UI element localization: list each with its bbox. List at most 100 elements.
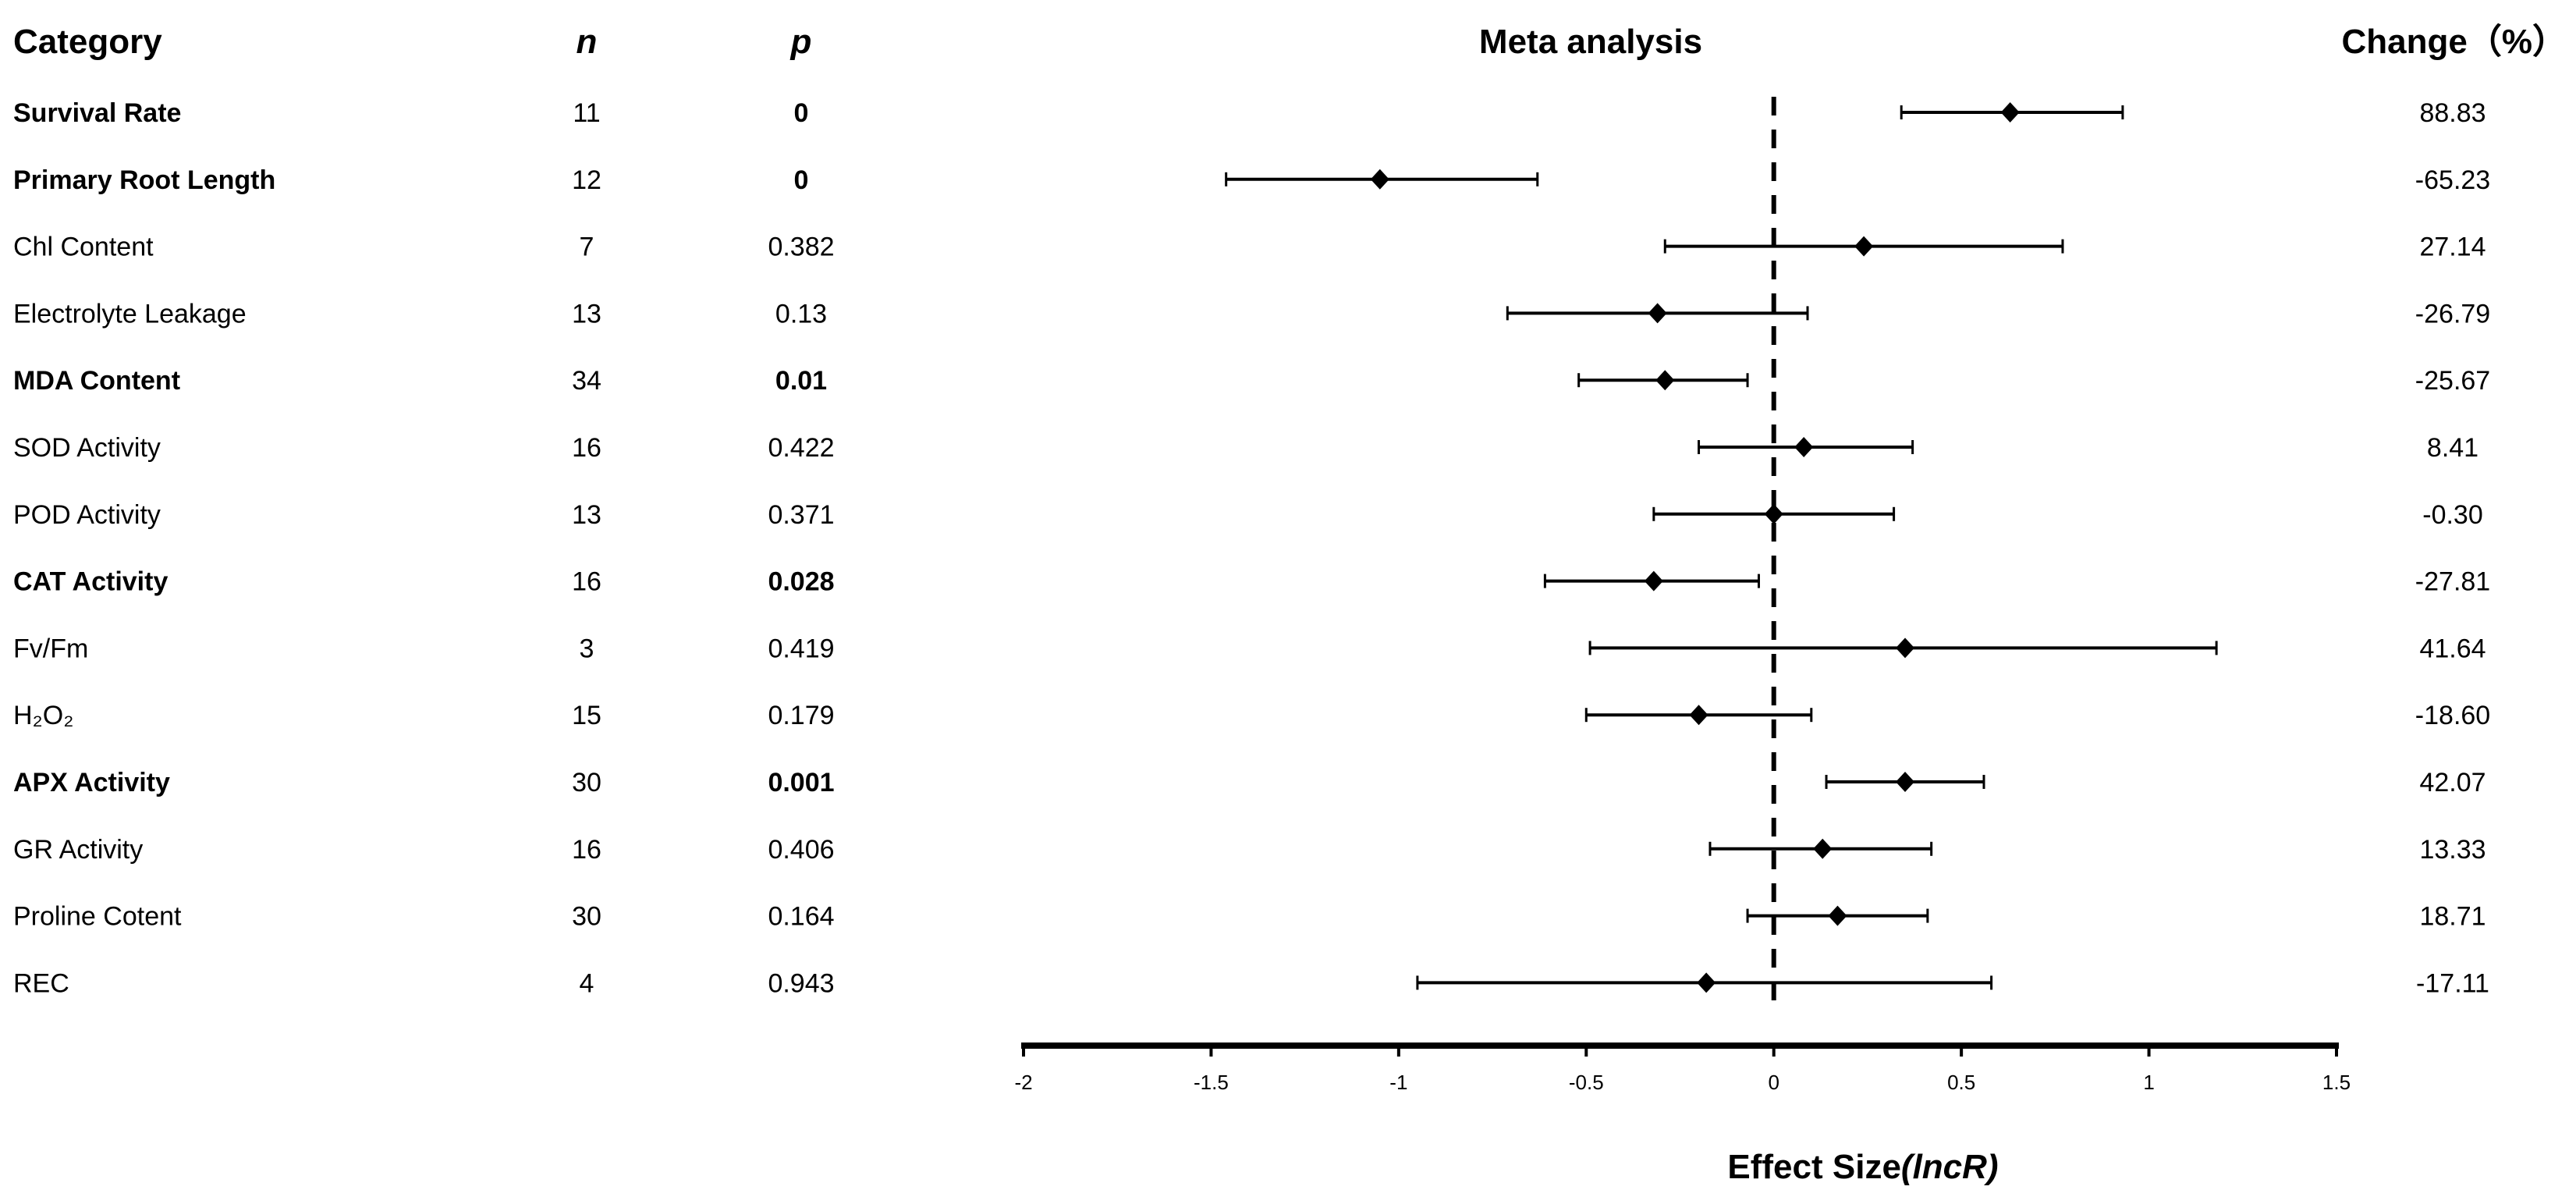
x-tick-label: -0.5 <box>1569 1071 1604 1094</box>
x-tick-label: 0 <box>1768 1071 1779 1094</box>
row: H₂O₂ 15 0.179 -18.60 <box>13 701 2490 730</box>
effect-size-point <box>1644 570 1663 591</box>
row-p: 0 <box>794 98 809 128</box>
row-category: CAT Activity <box>13 567 168 597</box>
row-p: 0.419 <box>768 634 834 663</box>
row-p: 0.01 <box>775 366 827 396</box>
x-axis-label: Effect Size(lncR) <box>1727 1148 1998 1186</box>
row-category: MDA Content <box>13 366 180 396</box>
row-p: 0.943 <box>768 968 834 998</box>
row-change: -26.79 <box>2415 299 2490 329</box>
row: SOD Activity 16 0.422 8.41 <box>13 433 2478 463</box>
row-n: 15 <box>572 701 601 730</box>
row-n: 13 <box>572 299 601 329</box>
row-category: Electrolyte Leakage <box>13 299 247 329</box>
x-axis-label-main: Effect Size <box>1727 1148 1901 1186</box>
row-change: -0.30 <box>2422 500 2483 530</box>
row-p: 0.179 <box>768 701 834 730</box>
row-n: 11 <box>573 98 600 128</box>
row-category: APX Activity <box>13 768 170 797</box>
x-axis-label-unit: (lncR) <box>1901 1148 1999 1186</box>
effect-size-point <box>2000 102 2020 123</box>
row-p: 0.13 <box>775 299 827 329</box>
row: REC 4 0.943 -17.11 <box>13 968 2489 998</box>
x-tick-label: 1.5 <box>2322 1071 2351 1094</box>
row-change: -27.81 <box>2415 567 2490 597</box>
header-change: Change（%） <box>2342 23 2567 61</box>
effect-size-point <box>1697 972 1716 993</box>
row: Chl Content 7 0.382 27.14 <box>13 233 2486 262</box>
row-change: -65.23 <box>2415 165 2490 195</box>
row-n: 7 <box>580 233 594 262</box>
row-p: 0 <box>794 165 809 195</box>
row: Electrolyte Leakage 13 0.13 -26.79 <box>13 299 2490 329</box>
chart-title: Meta analysis <box>1479 23 1702 61</box>
row: Survival Rate 11 0 88.83 <box>13 98 2486 128</box>
x-tick-label: 0.5 <box>1947 1071 1975 1094</box>
row-n: 30 <box>572 768 601 797</box>
row-p: 0.422 <box>768 433 834 463</box>
effect-size-point <box>1655 370 1675 391</box>
row: GR Activity 16 0.406 13.33 <box>13 835 2486 865</box>
header-n: n <box>577 23 598 61</box>
x-tick-label: 1 <box>2143 1071 2154 1094</box>
row-n: 3 <box>580 634 594 663</box>
row-n: 34 <box>572 366 601 396</box>
row: CAT Activity 16 0.028 -27.81 <box>13 567 2490 597</box>
row-n: 16 <box>572 433 601 463</box>
header-category: Category <box>13 23 162 61</box>
row-category: Chl Content <box>13 233 154 262</box>
row: Proline Cotent 30 0.164 18.71 <box>13 902 2486 932</box>
row-change: 27.14 <box>2419 233 2486 262</box>
row-change: -18.60 <box>2415 701 2490 730</box>
row-p: 0.382 <box>768 233 834 262</box>
row-n: 16 <box>572 835 601 865</box>
row: POD Activity 13 0.371 -0.30 <box>13 500 2483 530</box>
row-category: GR Activity <box>13 835 143 865</box>
row-p: 0.406 <box>768 835 834 865</box>
row-category: Fv/Fm <box>13 634 88 663</box>
effect-size-point <box>1854 236 1874 257</box>
row-change: 41.64 <box>2419 634 2486 663</box>
row: MDA Content 34 0.01 -25.67 <box>13 366 2490 396</box>
row-change: 8.41 <box>2427 433 2478 463</box>
effect-size-point <box>1794 437 1814 457</box>
effect-size-point <box>1370 169 1389 190</box>
effect-size-point <box>1689 705 1708 726</box>
effect-size-point <box>1828 905 1847 926</box>
x-tick-label: -2 <box>1014 1071 1032 1094</box>
row-p: 0.164 <box>768 902 834 932</box>
row-change: 42.07 <box>2419 768 2486 797</box>
row: Fv/Fm 3 0.419 41.64 <box>13 634 2486 663</box>
row-change: 13.33 <box>2419 835 2486 865</box>
x-axis: -2 -1.5 -1 -0.5 0 0.5 1 1.5 <box>1014 1042 2351 1094</box>
row-category: SOD Activity <box>13 433 161 463</box>
effect-size-point <box>1764 503 1783 524</box>
header-p: p <box>790 23 812 61</box>
row-p: 0.371 <box>768 500 834 530</box>
row-change: 18.71 <box>2419 902 2486 932</box>
effect-size-point <box>1648 303 1667 324</box>
row-n: 30 <box>572 902 601 932</box>
row-category: POD Activity <box>13 500 161 530</box>
rows: Survival Rate 11 0 88.83 Primary Root Length… <box>13 97 2490 1000</box>
row-category: Proline Cotent <box>13 902 182 932</box>
row-n: 4 <box>580 968 594 998</box>
row-change: -17.11 <box>2416 968 2489 998</box>
row: Primary Root Length 12 0 -65.23 <box>13 165 2490 195</box>
row-n: 16 <box>572 567 601 597</box>
row-category: Primary Root Length <box>13 165 275 195</box>
row-category: Survival Rate <box>13 98 181 128</box>
row-p: 0.001 <box>768 768 834 797</box>
effect-size-point <box>1813 838 1833 859</box>
row-n: 12 <box>572 165 601 195</box>
row-category: H₂O₂ <box>13 701 73 730</box>
x-tick-label: -1.5 <box>1194 1071 1229 1094</box>
x-tick-label: -1 <box>1389 1071 1407 1094</box>
row-category: REC <box>13 968 69 998</box>
row-change: -25.67 <box>2415 366 2490 396</box>
row-change: 88.83 <box>2419 98 2486 128</box>
effect-size-point <box>1896 772 1915 792</box>
effect-size-point <box>1896 638 1915 659</box>
